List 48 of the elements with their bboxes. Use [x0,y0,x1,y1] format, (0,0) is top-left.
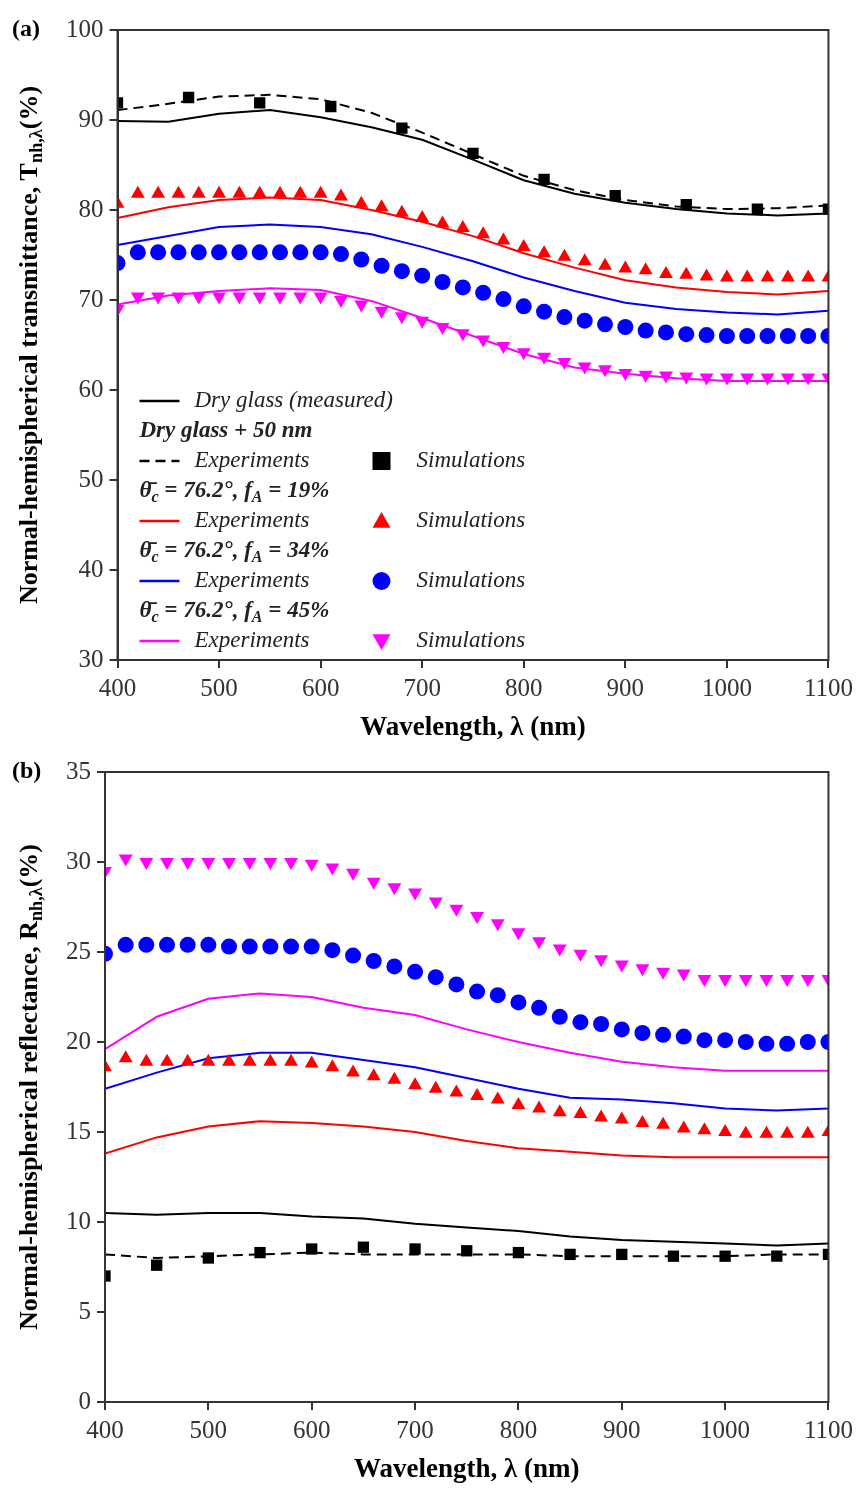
y-tick-label: 35 [66,756,91,784]
y-tick-label: 40 [78,554,104,582]
y-tick-label: 10 [66,1206,91,1234]
x-tick-label: 800 [505,673,543,701]
x-tick-label: 500 [200,673,238,701]
chart-title: (b) [12,757,42,784]
y-tick-label: 50 [78,464,104,492]
legend-label: Experiments [193,627,310,653]
x-tick-label: 900 [606,673,645,701]
y-tick-label: 60 [78,374,104,402]
x-tick-label: 600 [301,673,340,701]
y-axis-title: Normal-hemispherical reflectance, Rnh,λ(%) [13,844,47,1330]
legend-label: Simulations [416,627,526,653]
x-tick-label: 400 [98,673,137,701]
y-tick-label: 100 [66,14,104,42]
legend-label: Experiments [193,507,310,533]
legend-label: Simulations [416,507,526,533]
legend-label: Experiments [193,447,310,473]
x-tick-label: 1000 [701,673,752,701]
x-tick-label: 700 [396,1415,434,1443]
y-axis-title: Normal-hemispherical transmittance, Tnh,λ(%) [13,85,47,605]
legend-label: Dry glass (measured) [193,387,393,413]
y-tick-label: 80 [78,194,104,222]
y-tick-label: 15 [66,1116,91,1144]
x-axis-title: Wavelength, λ (nm) [360,710,586,741]
annotation: Dry glass + 50 nm [138,416,313,442]
x-tick-label: 600 [292,1415,331,1443]
y-tick-label: 25 [66,936,91,964]
x-tick-label: 500 [189,1415,228,1443]
x-tick-label: 1100 [803,673,853,701]
x-tick-label: 700 [403,673,441,701]
x-tick-label: 800 [499,1415,538,1443]
x-tick-label: 400 [86,1415,124,1443]
y-tick-label: 20 [66,1026,91,1054]
y-tick-label: 70 [78,284,104,312]
y-tick-label: 0 [78,1386,91,1414]
legend-label: Experiments [193,567,310,593]
chart-title: (a) [12,15,40,42]
x-tick-label: 1000 [700,1415,751,1443]
x-tick-label: 1100 [803,1415,853,1443]
legend-label: Simulations [416,447,526,473]
y-tick-label: 5 [78,1296,91,1324]
x-tick-label: 900 [603,1415,641,1443]
y-tick-label: 30 [66,846,91,874]
legend-label: Simulations [416,567,526,593]
x-axis-title: Wavelength, λ (nm) [353,1452,580,1483]
y-tick-label: 30 [78,644,104,672]
y-tick-label: 90 [78,104,104,132]
